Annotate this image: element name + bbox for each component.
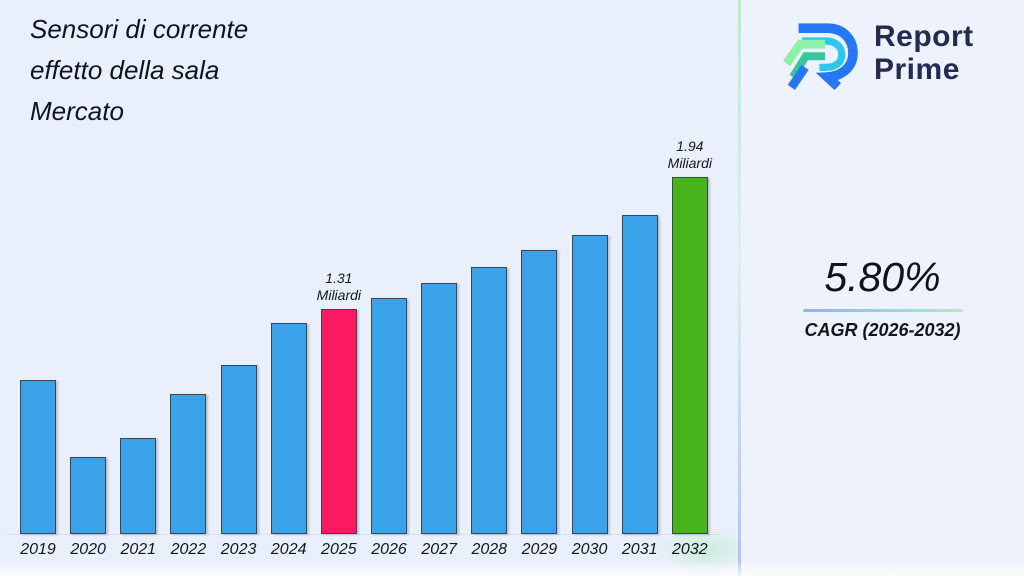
annotation-value: 1.94 xyxy=(676,138,704,154)
bar-column-2021: 2021 xyxy=(120,177,157,558)
bar-2022 xyxy=(170,394,207,534)
bar-2028 xyxy=(471,267,508,534)
brand-name-line-1: Report xyxy=(874,20,974,53)
x-axis-baseline xyxy=(6,534,720,535)
chart-title-line-3: Mercato xyxy=(30,96,124,126)
bar-column-2028: 2028 xyxy=(471,177,508,558)
x-axis-label-2031: 2031 xyxy=(621,541,658,558)
chart-title-line-2: effetto della sala xyxy=(30,55,220,85)
brand-name-line-2: Prime xyxy=(874,53,960,86)
brand-name: Report Prime xyxy=(874,20,974,86)
bar-column-2019: 2019 xyxy=(20,177,56,558)
bar-annotation-2025: 1.31 Miliardi xyxy=(317,270,361,304)
bar-2025 xyxy=(320,309,357,534)
bar-column-2023: 2023 xyxy=(220,177,257,558)
bar-column-2025: 1.31 Miliardi 2025 xyxy=(317,177,361,558)
annotation-value: 1.31 xyxy=(325,270,353,286)
bar-2021 xyxy=(120,438,157,534)
bar-annotation-2032: 1.94 Miliardi xyxy=(668,138,712,172)
cagr-label: CAGR (2026-2032) xyxy=(804,320,961,340)
x-axis-label-2019: 2019 xyxy=(20,541,56,558)
bar-column-2027: 2027 xyxy=(421,177,458,558)
bar-column-2032: 1.94 Miliardi 2032 xyxy=(668,138,712,558)
x-axis-label-2021: 2021 xyxy=(120,541,157,558)
x-axis-label-2024: 2024 xyxy=(270,541,307,558)
x-axis-label-2022: 2022 xyxy=(170,541,207,558)
x-axis-label-2028: 2028 xyxy=(471,541,508,558)
x-axis-label-2026: 2026 xyxy=(371,541,407,558)
bars-area: 2019 2020 2021 2022 2023 2024 1.31 Miliardi 2025… xyxy=(20,138,712,558)
annotation-unit: Miliardi xyxy=(316,287,362,303)
report-prime-logo-icon xyxy=(783,23,858,90)
bar-2023 xyxy=(220,365,257,534)
bar-2032 xyxy=(671,177,708,534)
x-axis-label-2032: 2032 xyxy=(672,541,708,558)
chart-section: Sensori di corrente effetto della sala M… xyxy=(6,9,755,572)
chart-title-line-1: Sensori di corrente xyxy=(30,14,249,44)
bar-column-2026: 2026 xyxy=(370,177,407,558)
bar-column-2029: 2029 xyxy=(521,177,558,558)
bar-2024 xyxy=(270,323,307,534)
x-axis-label-2020: 2020 xyxy=(70,541,106,558)
x-axis-label-2023: 2023 xyxy=(220,541,257,558)
bar-2031 xyxy=(621,215,658,534)
bar-column-2030: 2030 xyxy=(571,177,608,558)
bar-2029 xyxy=(521,250,558,534)
cagr-value: 5.80% xyxy=(824,254,941,300)
x-axis-label-2030: 2030 xyxy=(571,541,608,558)
bar-column-2024: 2024 xyxy=(270,177,307,558)
logo: Report Prime xyxy=(781,16,974,90)
bar-2019 xyxy=(20,380,56,534)
bar-2026 xyxy=(370,298,407,534)
bar-2027 xyxy=(421,283,458,534)
chart-title: Sensori di corrente effetto della sala M… xyxy=(30,9,248,132)
info-panel: Report Prime 5.80% CAGR (2026-2032) xyxy=(741,0,1024,576)
bar-column-2031: 2031 xyxy=(621,177,658,558)
bar-2030 xyxy=(571,235,608,534)
cagr-block: 5.80% CAGR (2026-2032) xyxy=(741,254,1024,341)
x-axis-label-2027: 2027 xyxy=(421,541,457,558)
bar-2020 xyxy=(70,457,107,534)
annotation-unit: Miliardi xyxy=(667,155,712,171)
x-axis-label-2029: 2029 xyxy=(521,541,558,558)
bar-column-2020: 2020 xyxy=(70,177,107,558)
bar-column-2022: 2022 xyxy=(170,177,207,558)
section-divider xyxy=(738,0,741,576)
x-axis-label-2025: 2025 xyxy=(321,541,357,558)
cagr-underline xyxy=(802,309,963,312)
